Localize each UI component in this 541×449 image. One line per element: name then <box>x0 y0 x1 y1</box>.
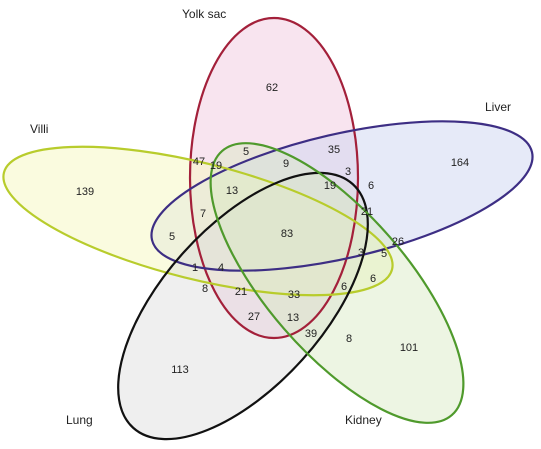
region-count: 21 <box>235 286 247 298</box>
region-count: 1 <box>192 262 198 274</box>
region-count: 7 <box>200 208 206 220</box>
region-count: 101 <box>400 342 418 354</box>
region-count: 39 <box>305 328 317 340</box>
region-count: 5 <box>169 231 175 243</box>
liver-ellipse <box>150 120 534 272</box>
yolk-sac-ellipse <box>188 16 360 340</box>
region-count: 13 <box>226 185 238 197</box>
set-labels: Yolk sac Liver Villi Lung Kidney <box>30 7 511 427</box>
lung-ellipse-fill <box>118 172 368 440</box>
region-count: 62 <box>266 82 278 94</box>
label-villi: Villi <box>30 122 48 136</box>
region-count: 21 <box>361 206 373 218</box>
villi-ellipse-fill <box>3 146 393 296</box>
region-count: 6 <box>370 273 376 285</box>
region-count: 27 <box>248 311 260 323</box>
region-count: 83 <box>281 228 293 240</box>
region-counts: 62 164 139 113 101 47 19 5 35 9 3 19 6 1… <box>76 82 469 376</box>
set-fills <box>3 18 533 440</box>
set-outlines <box>2 16 534 441</box>
region-count: 6 <box>368 180 374 192</box>
region-count: 47 <box>193 156 205 168</box>
region-count: 9 <box>283 158 289 170</box>
villi-ellipse <box>2 145 394 297</box>
region-count: 19 <box>210 160 222 172</box>
region-count: 6 <box>341 281 347 293</box>
region-count: 3 <box>358 247 364 259</box>
kidney-ellipse <box>209 142 465 424</box>
region-count: 4 <box>218 262 224 274</box>
region-count: 5 <box>243 146 249 158</box>
lung-ellipse <box>117 171 369 441</box>
region-count: 164 <box>451 157 469 169</box>
label-kidney: Kidney <box>345 413 382 427</box>
region-count: 3 <box>345 166 351 178</box>
region-count: 35 <box>328 144 340 156</box>
region-count: 5 <box>381 248 387 260</box>
region-count: 19 <box>324 180 336 192</box>
label-lung: Lung <box>66 413 93 427</box>
label-liver: Liver <box>485 100 511 114</box>
label-yolk-sac: Yolk sac <box>182 7 226 21</box>
region-count: 13 <box>287 312 299 324</box>
region-count: 26 <box>392 236 404 248</box>
region-count: 113 <box>171 364 189 376</box>
region-count: 8 <box>346 333 352 345</box>
region-count: 33 <box>288 289 300 301</box>
region-count: 139 <box>76 186 94 198</box>
region-count: 8 <box>202 283 208 295</box>
